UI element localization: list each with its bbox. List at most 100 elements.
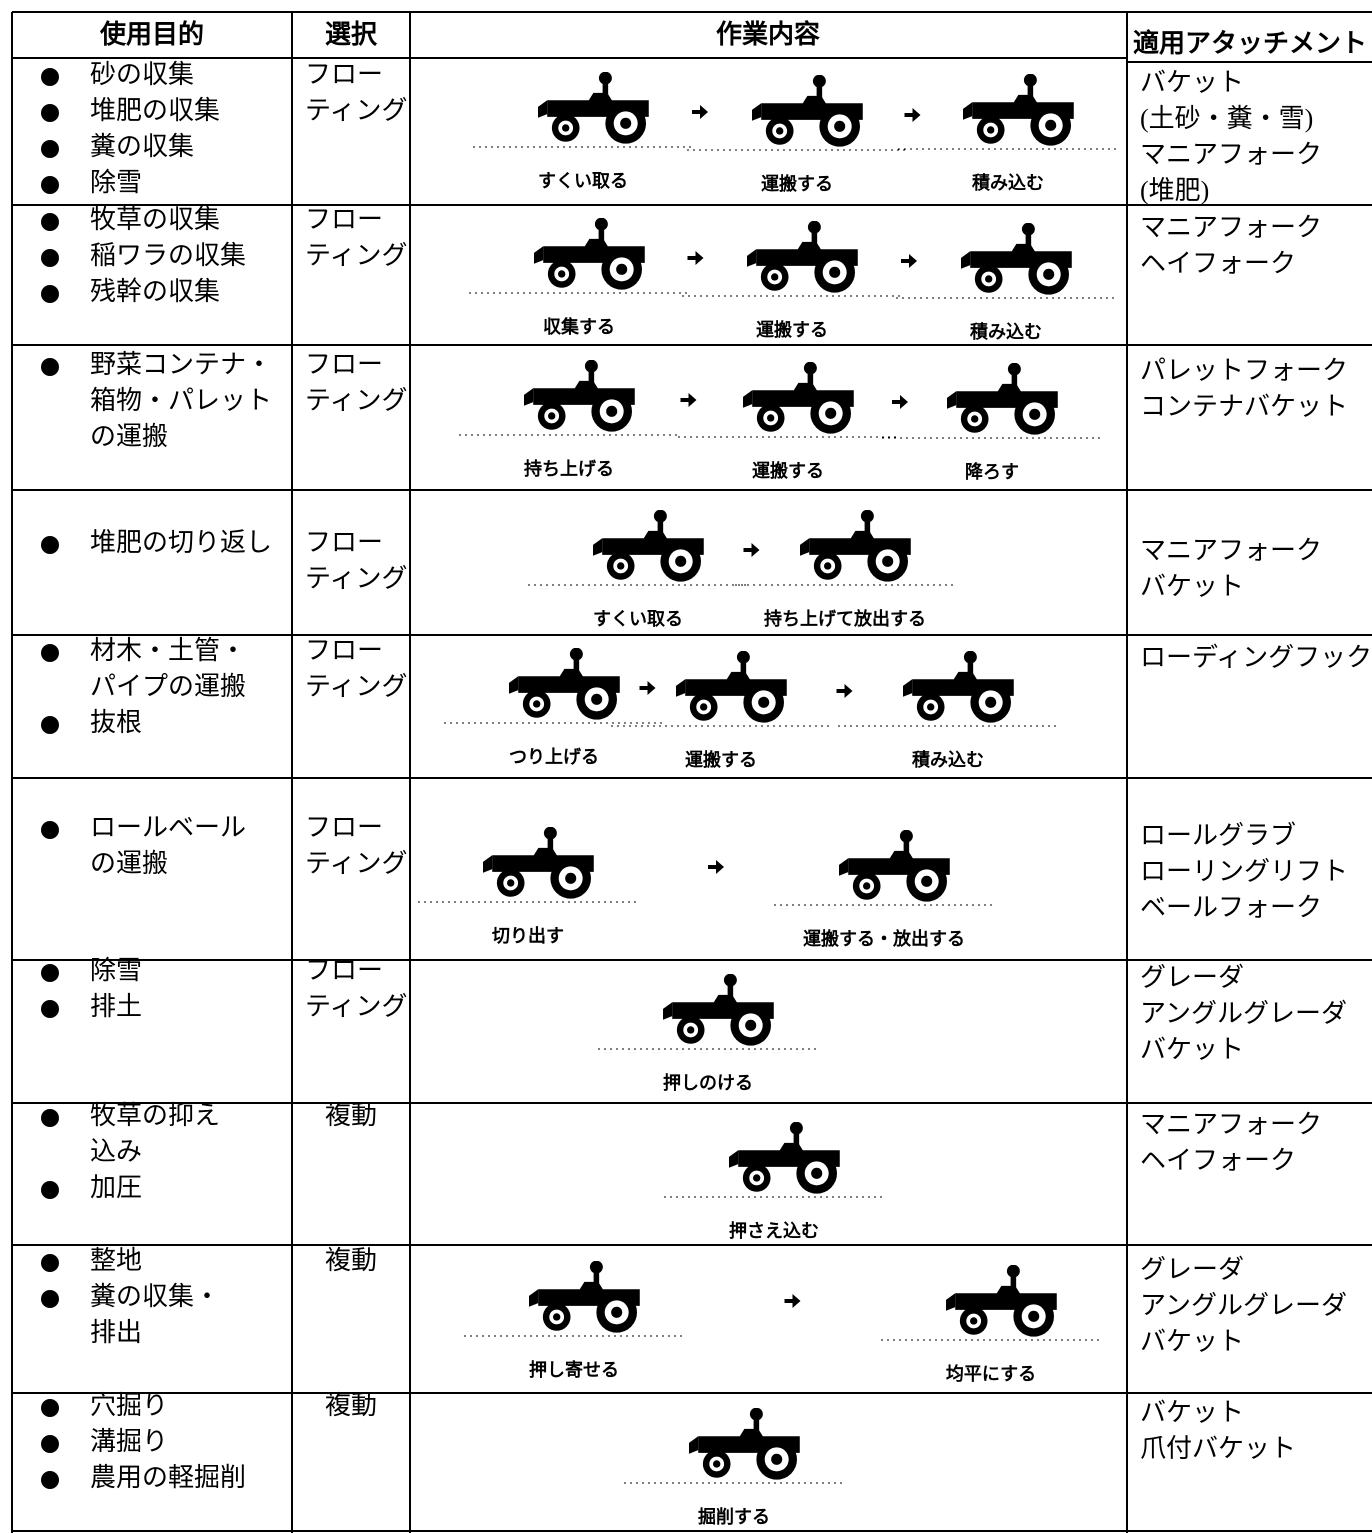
bullet <box>41 249 59 267</box>
attachment-text: グレーダ <box>1140 963 1244 992</box>
purpose-text: 稲ワラの収集 <box>90 241 246 270</box>
purpose-text: 残幹の収集 <box>90 277 220 306</box>
step-label: 押し寄せる <box>529 1359 619 1381</box>
purpose-text: 整地 <box>90 1246 142 1275</box>
step-label: 押さえ込む <box>729 1220 819 1242</box>
attachment-text: マニアフォーク <box>1140 536 1322 565</box>
bullet <box>41 1000 59 1018</box>
attachment-text: グレーダ <box>1140 1255 1244 1284</box>
bullet <box>41 68 59 86</box>
step-arrow <box>784 1294 801 1308</box>
attachment-text: アングルグレーダ <box>1140 999 1347 1028</box>
selection-text: フロー <box>305 636 383 665</box>
attachment-text: バケット <box>1140 1035 1244 1064</box>
attachment-text: コンテナバケット <box>1140 392 1348 421</box>
attachment-text: マニアフォーク <box>1140 1110 1322 1139</box>
selection-text: フロー <box>305 956 383 985</box>
step-arrow <box>904 108 921 122</box>
step-label: 均平にする <box>946 1363 1036 1385</box>
step-label: 積み込む <box>969 321 1042 343</box>
step-arrow <box>892 395 908 409</box>
step-label: 運搬する・放出する <box>803 928 965 950</box>
selection-text: ティング <box>305 564 407 593</box>
bullet <box>41 716 59 734</box>
column-header: 適用アタッチメント <box>1133 28 1367 58</box>
selection-text: フロー <box>305 528 383 557</box>
step-arrow <box>836 684 853 698</box>
step-label: 持ち上げて放出する <box>764 608 926 630</box>
step-label: 運搬する <box>752 460 824 482</box>
attachment-text: バケット <box>1140 1398 1244 1427</box>
step-label: 収集する <box>543 316 615 338</box>
purpose-text: 牧草の抑え <box>90 1101 220 1130</box>
purpose-text: 糞の収集 <box>90 132 194 161</box>
attachment-text: アングルグレーダ <box>1140 1291 1347 1320</box>
purpose-text: ロールベール <box>90 813 246 842</box>
selection-text: ティング <box>305 992 407 1021</box>
bullet <box>41 213 59 231</box>
bullet <box>41 140 59 158</box>
step-arrow <box>901 254 917 268</box>
step-arrow <box>692 105 708 119</box>
step-arrow <box>687 251 704 265</box>
purpose-text: 堆肥の切り返し <box>90 528 272 557</box>
bullet <box>41 1181 59 1199</box>
attachment-text: ヘイフォーク <box>1140 249 1296 278</box>
bullet <box>41 104 59 122</box>
step-label: 運搬する <box>685 749 757 771</box>
step-arrow <box>708 860 724 874</box>
purpose-text: の運搬 <box>90 849 168 878</box>
step-label: 積み込む <box>911 749 984 771</box>
step-label: 持ち上げる <box>524 458 614 480</box>
bullet <box>41 1471 59 1489</box>
attachment-text: 爪付バケット <box>1140 1434 1296 1463</box>
purpose-text: 砂の収集 <box>90 60 194 89</box>
attachment-text: ベールフォーク <box>1140 893 1322 922</box>
purpose-text: 込み <box>90 1137 142 1166</box>
column-header: 選択 <box>325 19 378 49</box>
bullet <box>41 1435 59 1453</box>
bullet <box>41 1109 59 1127</box>
bullet <box>41 176 59 194</box>
purpose-text: 牧草の収集 <box>90 205 220 234</box>
purpose-text: 溝掘り <box>90 1427 168 1456</box>
purpose-text: 堆肥の収集 <box>90 96 220 125</box>
attachment-text: バケット <box>1140 572 1244 601</box>
attachment-text: ヘイフォーク <box>1140 1146 1296 1175</box>
bullet <box>41 358 59 376</box>
purpose-text: 野菜コンテナ・ <box>90 350 272 379</box>
step-label: つり上げる <box>509 747 599 768</box>
attachment-text: ローリングリフト <box>1140 857 1348 886</box>
step-label: 積み込む <box>971 172 1044 194</box>
attachment-text: マニアフォーク <box>1140 140 1322 169</box>
column-header: 使用目的 <box>99 19 204 49</box>
selection-text: 複動 <box>325 1246 377 1275</box>
step-label: 掘削する <box>698 1506 770 1528</box>
purpose-text: 箱物・パレット <box>90 386 272 415</box>
bullet <box>41 644 59 662</box>
purpose-text: 材木・土管・ <box>90 636 246 665</box>
bullet <box>41 1290 59 1308</box>
attachment-text: ローディングフック <box>1140 643 1372 672</box>
selection-text: フロー <box>305 205 383 234</box>
bullet <box>41 285 59 303</box>
purpose-text: 除雪 <box>90 168 142 197</box>
bullet <box>41 1254 59 1272</box>
selection-text: ティング <box>305 96 407 125</box>
step-label: すくい取る <box>593 609 683 630</box>
attachment-text: ロールグラブ <box>1140 821 1296 850</box>
attachment-text: マニアフォーク <box>1140 213 1322 242</box>
bullet <box>41 1399 59 1417</box>
attachment-text: パレットフォーク <box>1140 356 1348 385</box>
selection-text: フロー <box>305 60 383 89</box>
bullet <box>41 536 59 554</box>
step-label: 押しのける <box>663 1072 753 1094</box>
purpose-text: 加圧 <box>90 1173 142 1202</box>
step-label: 運搬する <box>756 319 828 341</box>
step-label: 運搬する <box>761 173 833 195</box>
selection-text: ティング <box>305 241 407 270</box>
selection-text: ティング <box>305 672 407 701</box>
table-rules <box>11 11 1372 1533</box>
selection-text: ティング <box>305 849 407 878</box>
